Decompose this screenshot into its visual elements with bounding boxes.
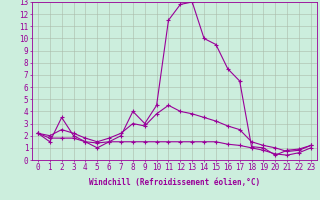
X-axis label: Windchill (Refroidissement éolien,°C): Windchill (Refroidissement éolien,°C) xyxy=(89,178,260,187)
